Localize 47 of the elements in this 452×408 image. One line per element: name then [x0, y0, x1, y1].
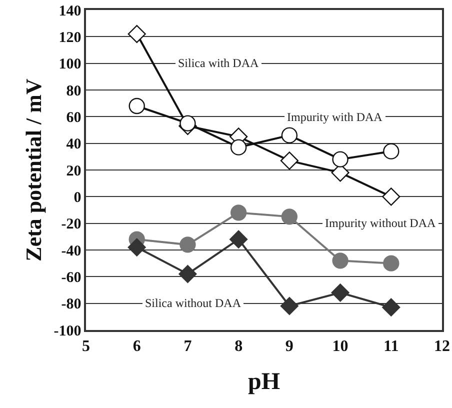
point — [332, 252, 348, 269]
point — [178, 264, 197, 284]
point — [128, 24, 146, 44]
y-tick-label: 40 — [66, 136, 82, 153]
point — [180, 236, 196, 253]
y-tick-label: 20 — [66, 163, 82, 180]
x-tick-label: 12 — [434, 338, 450, 355]
point — [230, 230, 248, 248]
point — [230, 139, 247, 156]
point — [280, 296, 298, 316]
series-label: Impurity with DAA — [287, 110, 383, 124]
point — [382, 298, 400, 316]
point — [280, 152, 298, 170]
point — [383, 143, 400, 160]
x-axis-title: pH — [248, 368, 280, 395]
point — [180, 115, 196, 132]
point — [331, 284, 350, 302]
y-tick-label: 120 — [58, 30, 82, 46]
point — [382, 188, 400, 206]
series-label: Silica with DAA — [178, 56, 259, 70]
y-tick-label: 140 — [58, 3, 82, 20]
x-tick-label: 6 — [132, 338, 141, 355]
x-tick-label: 7 — [184, 338, 192, 355]
x-tick-label: 10 — [332, 338, 348, 355]
y-tick-label: 60 — [66, 110, 82, 126]
series-label: Impurity without DAA — [325, 216, 436, 230]
point — [128, 98, 145, 114]
point — [128, 238, 146, 256]
point — [332, 151, 348, 168]
y-tick-label: -20 — [61, 216, 82, 233]
point — [281, 127, 298, 144]
y-tick-label: 100 — [58, 56, 82, 73]
y-tick-label: -100 — [54, 323, 82, 340]
x-tick-label: 5 — [82, 338, 90, 355]
x-tick-label: 9 — [285, 338, 294, 355]
y-tick-label: 0 — [74, 190, 82, 206]
y-tick-label: 80 — [66, 83, 82, 100]
y-tick-label: -60 — [61, 270, 82, 286]
y-tick-label: -40 — [61, 243, 82, 260]
y-tick-label: -80 — [61, 296, 82, 313]
y-axis-title: Zeta potential / mV — [21, 78, 46, 262]
series-label: Silica without DAA — [145, 296, 242, 310]
point — [230, 204, 247, 221]
x-tick-label: 8 — [234, 338, 243, 355]
x-tick-label: 11 — [384, 338, 399, 355]
point — [383, 255, 400, 272]
point — [281, 208, 298, 225]
